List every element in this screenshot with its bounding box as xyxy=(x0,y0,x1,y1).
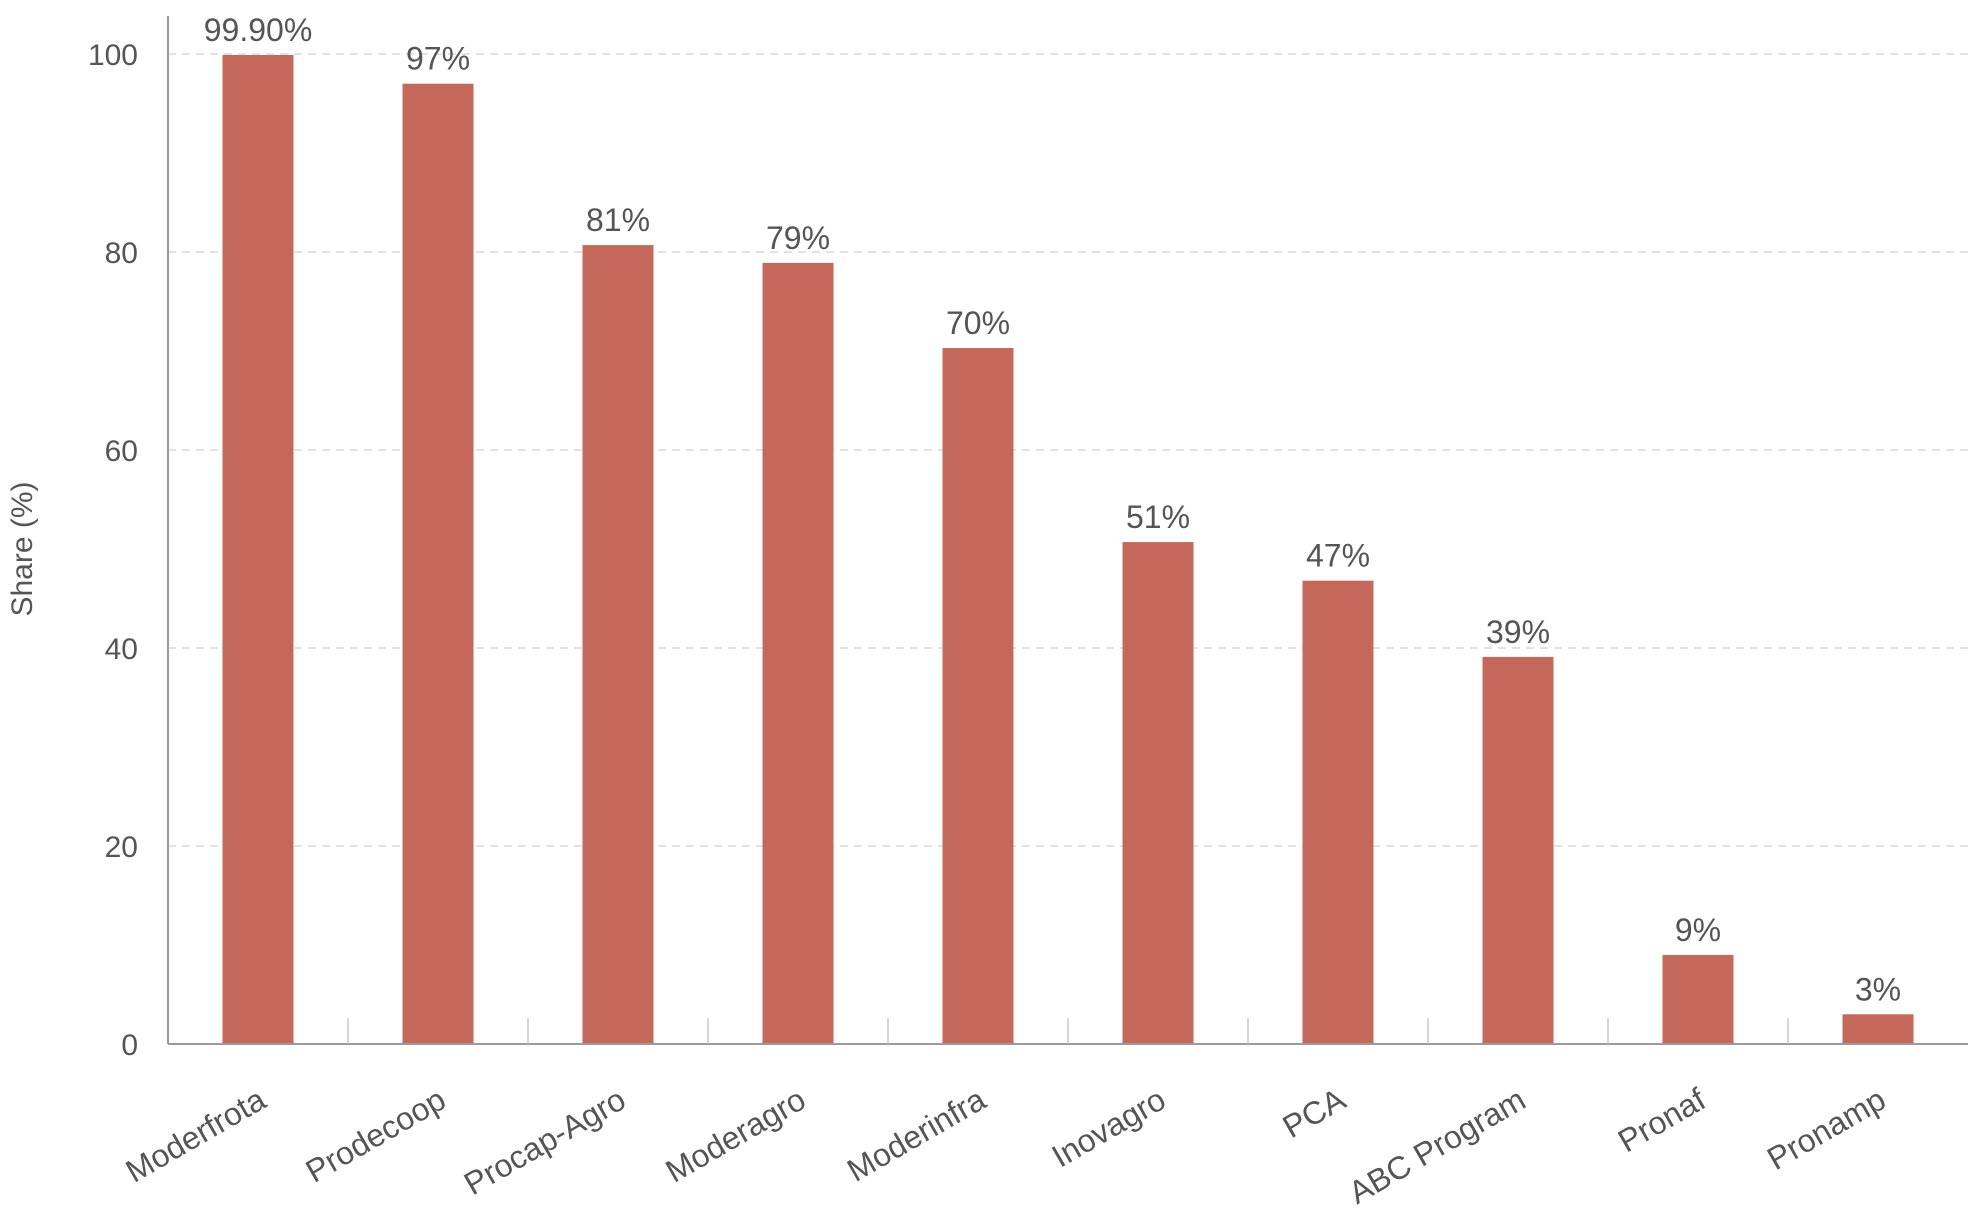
bar-pca xyxy=(1302,580,1374,1044)
data-label: 51% xyxy=(1126,499,1190,535)
data-labels: 99.90% 97% 81% 79% 70% 51% 47% 39% 9% 3% xyxy=(204,12,1901,1007)
x-category-labels: Moderfrota Prodecoop Procap-Agro Moderagro M… xyxy=(119,1081,1891,1211)
y-tick-labels: 0 20 40 60 80 100 xyxy=(88,39,138,1062)
bar-abc-program xyxy=(1482,656,1554,1044)
x-category-label: Moderagro xyxy=(659,1081,811,1190)
x-category-label: Moderfrota xyxy=(119,1081,271,1190)
data-label: 47% xyxy=(1306,538,1370,574)
data-label: 97% xyxy=(406,41,470,77)
data-label: 70% xyxy=(946,305,1010,341)
bar-prodecoop xyxy=(402,83,474,1044)
x-category-label: Moderinfra xyxy=(841,1081,992,1189)
data-label: 3% xyxy=(1855,971,1901,1007)
data-label: 81% xyxy=(586,202,650,238)
x-category-label: Pronamp xyxy=(1761,1081,1891,1177)
data-label: 79% xyxy=(766,220,830,256)
bar-moderagro xyxy=(762,262,834,1044)
bar-pronamp xyxy=(1842,1014,1914,1044)
x-category-label: Prodecoop xyxy=(299,1081,451,1190)
bar-inovagro xyxy=(1122,542,1194,1044)
y-axis-title: Share (%) xyxy=(6,481,39,616)
bar-procap-agro xyxy=(582,245,654,1044)
x-category-label: Procap-Agro xyxy=(458,1081,632,1202)
data-label: 99.90% xyxy=(204,12,313,48)
y-tick-label: 20 xyxy=(105,831,138,864)
axes xyxy=(167,16,1968,1045)
y-tick-label: 60 xyxy=(105,435,138,468)
bars xyxy=(222,54,1914,1045)
x-category-label: PCA xyxy=(1277,1081,1353,1145)
bar-pronaf xyxy=(1662,954,1734,1044)
y-tick-label: 80 xyxy=(105,237,138,270)
x-category-label: ABC Program xyxy=(1343,1081,1532,1211)
y-tick-label: 0 xyxy=(121,1029,138,1062)
x-category-label: Pronaf xyxy=(1612,1081,1712,1159)
data-label: 39% xyxy=(1486,614,1550,650)
y-tick-label: 100 xyxy=(88,39,138,72)
x-category-label: Inovagro xyxy=(1046,1081,1172,1174)
bar-moderfrota xyxy=(222,54,294,1045)
y-tick-label: 40 xyxy=(105,633,138,666)
data-label: 9% xyxy=(1675,912,1721,948)
bar-moderinfra xyxy=(942,348,1014,1044)
